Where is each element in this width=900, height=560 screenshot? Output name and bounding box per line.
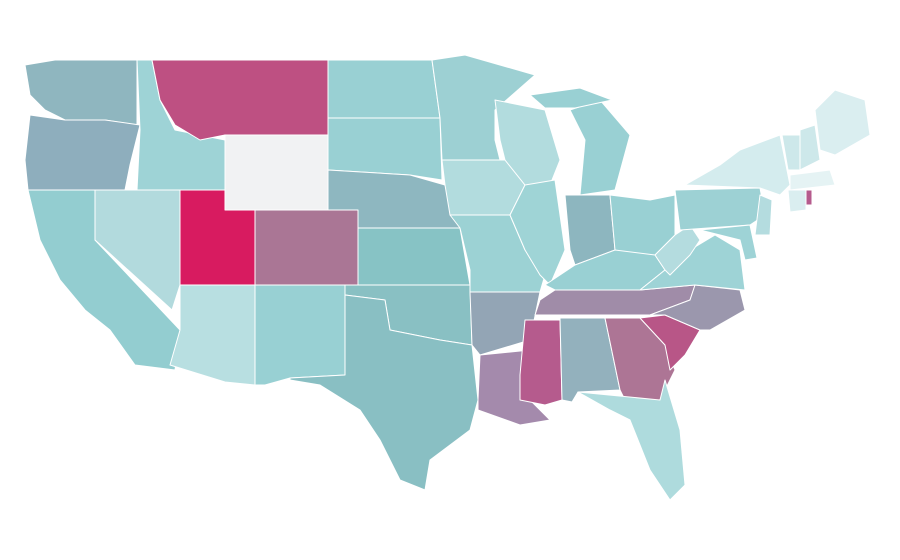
state — [674, 187, 766, 231]
state — [357, 227, 471, 286]
state — [577, 379, 686, 501]
state — [805, 189, 813, 206]
state — [787, 189, 807, 213]
state — [24, 114, 141, 191]
state — [799, 124, 821, 171]
state — [24, 59, 138, 126]
state — [469, 291, 541, 356]
state — [754, 194, 773, 236]
state — [529, 87, 613, 109]
state — [789, 169, 836, 191]
state — [569, 99, 631, 196]
state — [151, 59, 329, 141]
state — [169, 284, 256, 386]
state — [254, 209, 359, 286]
state — [224, 134, 329, 211]
state — [814, 89, 871, 156]
state — [289, 294, 479, 491]
state — [684, 134, 791, 196]
state — [254, 284, 346, 386]
state — [649, 284, 746, 331]
state — [509, 179, 566, 286]
state — [327, 117, 443, 181]
state — [519, 319, 563, 406]
state — [327, 59, 441, 119]
state — [699, 224, 758, 261]
state — [654, 224, 701, 276]
state — [431, 54, 536, 161]
